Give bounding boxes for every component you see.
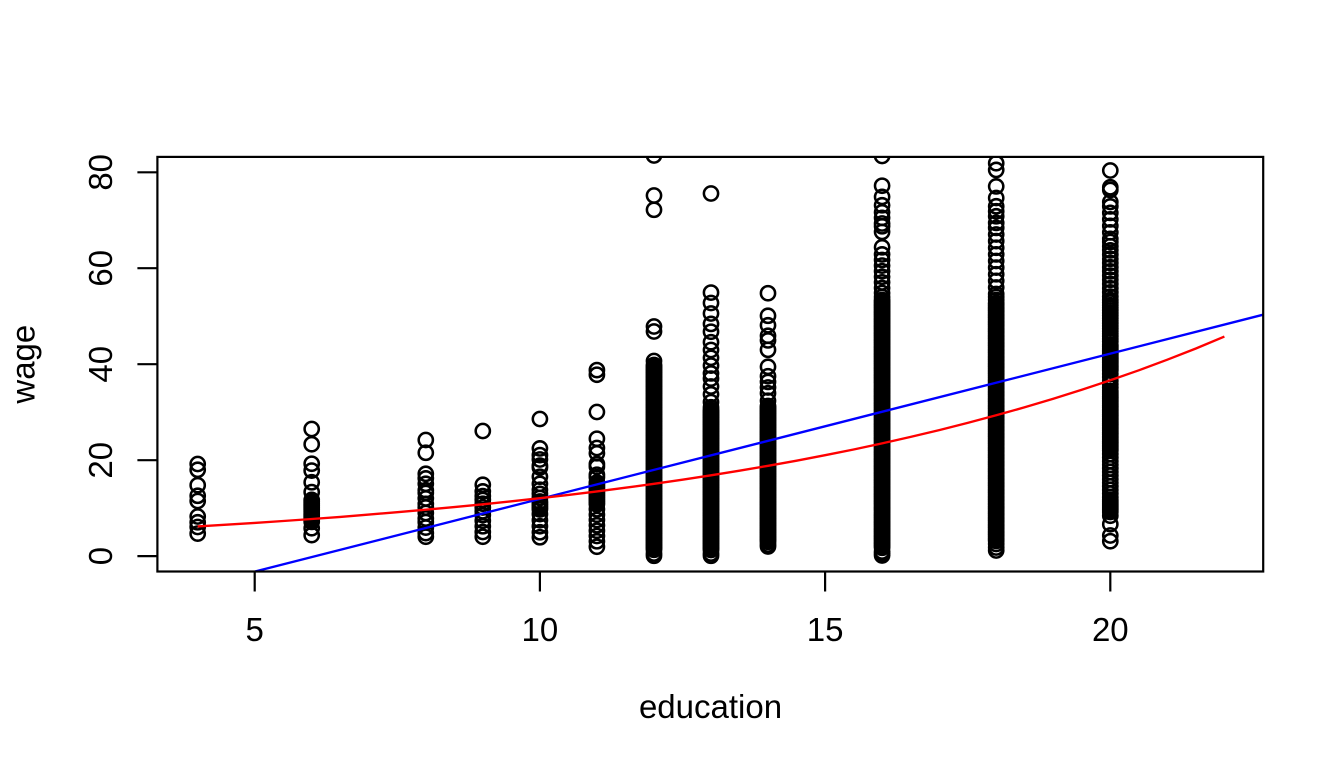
- svg-text:20: 20: [82, 442, 119, 479]
- svg-text:15: 15: [807, 611, 844, 648]
- svg-text:60: 60: [82, 250, 119, 287]
- svg-text:40: 40: [82, 346, 119, 383]
- svg-text:20: 20: [1092, 611, 1129, 648]
- svg-text:80: 80: [82, 154, 119, 191]
- svg-text:0: 0: [82, 547, 119, 565]
- svg-text:5: 5: [246, 611, 264, 648]
- svg-text:10: 10: [522, 611, 559, 648]
- svg-text:wage: wage: [5, 325, 42, 405]
- svg-text:education: education: [639, 688, 782, 725]
